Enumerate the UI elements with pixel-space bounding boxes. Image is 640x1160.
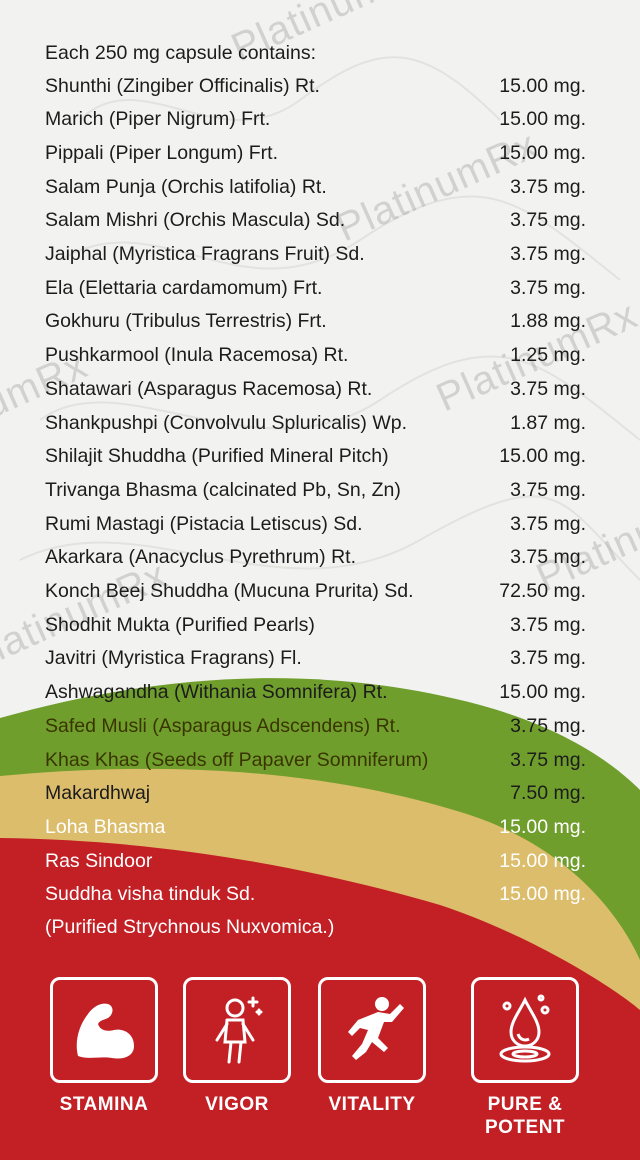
- ingredient-name: Jaiphal (Myristica Fragrans Fruit) Sd.: [45, 243, 365, 265]
- ingredient-name: Shunthi (Zingiber Officinalis) Rt.: [45, 74, 320, 97]
- ingredient-note: (Purified Strychnous Nuxvomica.): [45, 916, 335, 938]
- ingredient-row: Akarkara (Anacyclus Pyrethrum) Rt. 3.75 m…: [45, 543, 586, 573]
- ingredient-row: Suddha visha tinduk Sd. 15.00 mg.: [45, 880, 586, 910]
- energized-person-icon: [215, 996, 263, 1064]
- ingredient-row: Javitri (Myristica Fragrans) Fl. 3.75 mg.: [45, 644, 586, 674]
- ingredient-row: Rumi Mastagi (Pistacia Letiscus) Sd. 3.75…: [45, 509, 586, 539]
- water-drop-icon: [499, 994, 551, 1063]
- ingredient-amount: 3.75 mg.: [510, 478, 586, 501]
- composition-header: Each 250 mg capsule contains:: [45, 42, 317, 64]
- ingredient-row: Gokhuru (Tribulus Terrestris) Frt. 1.88 m…: [45, 307, 586, 337]
- ingredient-amount: 15.00 mg.: [499, 883, 586, 906]
- ingredient-name: Suddha visha tinduk Sd.: [45, 883, 256, 906]
- ingredient-name: Ras Sindoor: [45, 849, 153, 872]
- ingredient-amount: 3.75 mg.: [510, 276, 586, 299]
- ingredient-amount: 3.75 mg.: [510, 714, 586, 737]
- ingredient-row: Safed Musli (Asparagus Adscendens) Rt. 3.…: [45, 711, 586, 741]
- ingredient-name: Trivanga Bhasma (calcinated Pb, Sn, Zn): [45, 478, 401, 501]
- ingredient-row: Konch Beej Shuddha (Mucuna Prurita) Sd. 7…: [45, 577, 586, 607]
- ingredient-amount: 15.00 mg.: [499, 108, 586, 131]
- ingredient-name: Makardhwaj: [45, 782, 151, 805]
- ingredient-amount: 1.88 mg.: [510, 310, 586, 333]
- ingredient-row: Khas Khas (Seeds off Papaver Somniferum)…: [45, 745, 586, 775]
- ingredient-amount: 15.00 mg.: [499, 74, 586, 97]
- ingredient-row: Ras Sindoor 15.00 mg.: [45, 846, 586, 876]
- ingredient-row: Pippali (Piper Longum) Frt. 15.00 mg.: [45, 138, 586, 168]
- ingredient-row: Salam Mishri (Orchis Mascula) Sd. 3.75 mg…: [45, 206, 586, 236]
- ingredient-amount: 7.50 mg.: [510, 782, 586, 805]
- ingredient-amount: 1.25 mg.: [510, 344, 586, 367]
- ingredient-name: Shilajit Shuddha (Purified Mineral Pitch…: [45, 445, 389, 468]
- ingredient-name: Shatawari (Asparagus Racemosa) Rt.: [45, 377, 373, 400]
- ingredient-amount: 3.75 mg.: [510, 613, 586, 636]
- muscle-arm-icon: [76, 1003, 134, 1059]
- ingredient-amount: 3.75 mg.: [510, 209, 586, 232]
- ingredient-name: Rumi Mastagi (Pistacia Letiscus) Sd.: [45, 512, 363, 535]
- ingredient-name: Konch Beej Shuddha (Mucuna Prurita) Sd.: [45, 580, 414, 602]
- ingredient-row: Marich (Piper Nigrum) Frt. 15.00 mg.: [45, 105, 586, 135]
- ingredient-row: Shatawari (Asparagus Racemosa) Rt. 3.75 m…: [45, 374, 586, 404]
- ingredient-name: Ashwagandha (Withania Somnifera) Rt.: [45, 681, 388, 704]
- ingredient-name: Marich (Piper Nigrum) Frt.: [45, 108, 271, 131]
- ingredient-row: Shilajit Shuddha (Purified Mineral Pitch…: [45, 442, 586, 472]
- ingredient-name: Salam Punja (Orchis latifolia) Rt.: [45, 175, 327, 198]
- ingredient-row: Salam Punja (Orchis latifolia) Rt. 3.75 m…: [45, 172, 586, 202]
- stamina-label: STAMINA: [59, 1094, 149, 1115]
- ingredient-amount: 3.75 mg.: [510, 748, 586, 771]
- ingredient-amount: 15.00 mg.: [499, 681, 586, 704]
- vitality-label: VITALITY: [328, 1094, 416, 1115]
- vigor-badge: [183, 977, 291, 1083]
- ingredient-row: Trivanga Bhasma (calcinated Pb, Sn, Zn) 3…: [45, 475, 586, 505]
- ingredient-row: Shankpushpi (Convolvulu Spluricalis) Wp.…: [45, 408, 586, 438]
- ingredient-row: Jaiphal (Myristica Fragrans Fruit) Sd. 3.…: [45, 240, 586, 270]
- ingredient-name: Khas Khas (Seeds off Papaver Somniferum): [45, 748, 429, 771]
- jumping-person-icon: [348, 997, 404, 1060]
- ingredient-row: Loha Bhasma 15.00 mg.: [45, 812, 586, 842]
- pure-potent-badge: [471, 977, 579, 1083]
- ingredient-amount: 3.75 mg.: [510, 243, 586, 265]
- ingredient-name: Safed Musli (Asparagus Adscendens) Rt.: [45, 714, 401, 737]
- ingredient-name: Salam Mishri (Orchis Mascula) Sd.: [45, 209, 346, 232]
- ingredient-row: Makardhwaj 7.50 mg.: [45, 779, 586, 809]
- ingredient-amount: 72.50 mg.: [499, 580, 586, 602]
- stamina-badge: [50, 977, 158, 1083]
- ingredient-name: Ela (Elettaria cardamomum) Frt.: [45, 276, 323, 299]
- vitality-badge: [318, 977, 426, 1083]
- ingredient-amount: 3.75 mg.: [510, 546, 586, 569]
- ingredient-amount: 3.75 mg.: [510, 377, 586, 400]
- pure-potent-label: PURE & POTENT: [484, 1094, 566, 1138]
- ingredient-amount: 15.00 mg.: [499, 141, 586, 164]
- ingredient-name: Shankpushpi (Convolvulu Spluricalis) Wp.: [45, 411, 407, 434]
- ingredient-amount: 3.75 mg.: [510, 175, 586, 198]
- ingredient-name: Loha Bhasma: [45, 815, 166, 838]
- ingredient-amount: 15.00 mg.: [499, 815, 586, 838]
- ingredient-name: Shodhit Mukta (Purified Pearls): [45, 613, 315, 636]
- ingredient-amount: 15.00 mg.: [499, 445, 586, 468]
- ingredient-row: Ela (Elettaria cardamomum) Frt. 3.75 mg.: [45, 273, 586, 303]
- ingredient-name: Gokhuru (Tribulus Terrestris) Frt.: [45, 310, 327, 333]
- ingredient-row: Ashwagandha (Withania Somnifera) Rt. 15.0…: [45, 678, 586, 708]
- ingredient-amount: 15.00 mg.: [499, 849, 586, 872]
- ingredient-name: Pippali (Piper Longum) Frt.: [45, 141, 279, 164]
- ingredient-name: Akarkara (Anacyclus Pyrethrum) Rt.: [45, 546, 357, 569]
- ingredient-amount: 3.75 mg.: [510, 512, 586, 535]
- ingredient-row: Shodhit Mukta (Purified Pearls) 3.75 mg.: [45, 610, 586, 640]
- ingredient-amount: 3.75 mg.: [510, 647, 586, 670]
- ingredient-name: Pushkarmool (Inula Racemosa) Rt.: [45, 344, 349, 367]
- ingredient-row: Pushkarmool (Inula Racemosa) Rt. 1.25 mg.: [45, 341, 586, 371]
- ingredient-amount: 1.87 mg.: [510, 411, 586, 434]
- ingredient-row: Shunthi (Zingiber Officinalis) Rt. 15.00 …: [45, 71, 586, 101]
- vigor-label: VIGOR: [205, 1094, 269, 1115]
- ingredient-name: Javitri (Myristica Fragrans) Fl.: [45, 647, 302, 670]
